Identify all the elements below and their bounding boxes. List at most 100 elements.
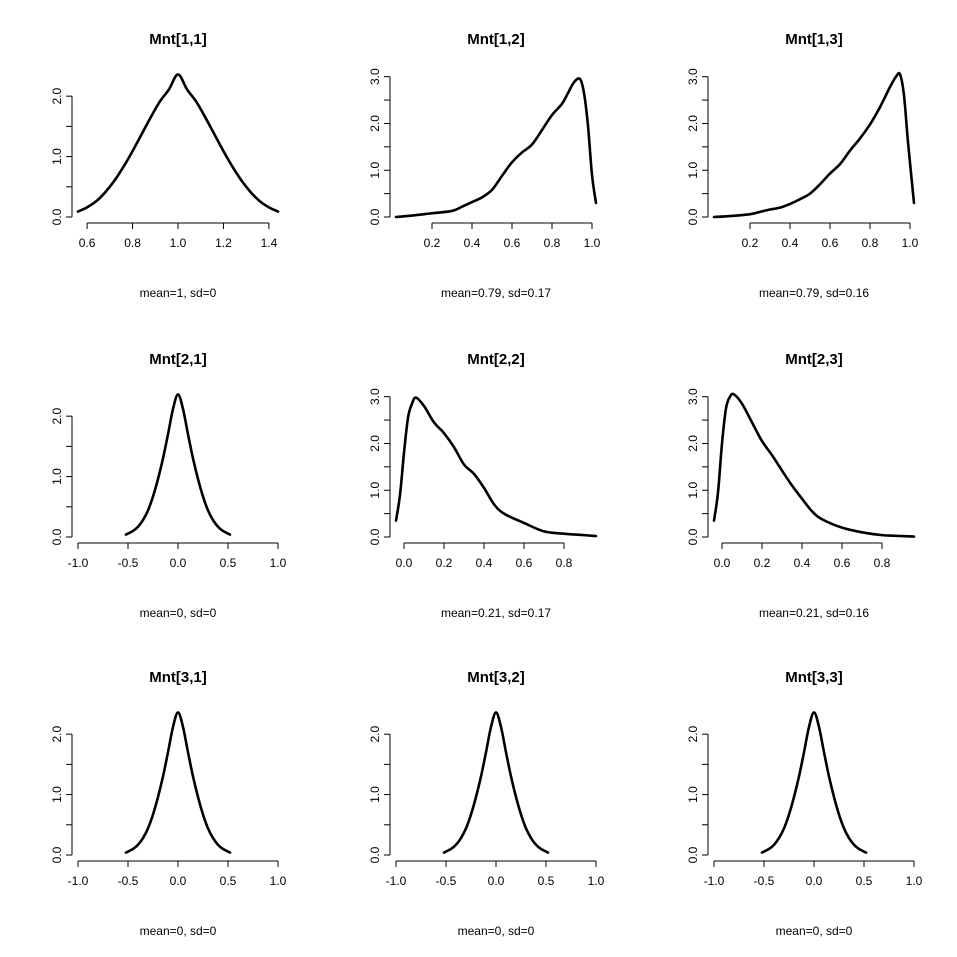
y-tick-label: 1.0 [686,482,700,499]
density-curve [76,73,280,213]
panel-title: Mnt[1,1] [149,31,207,48]
panel: Mnt[1,3] 0.0 1.0 2.0 3.0 0.2 0.4 0.6 0.8 1.0 mean=… [686,31,919,300]
panel-title: Mnt[2,3] [785,351,843,368]
panel: Mnt[3,2] 0.0 1.0 2.0 -1.0 -0.5 0.0 0.5 1.0 mean=0… [368,669,605,938]
y-tick-label: 0.0 [368,846,382,863]
panel-subtitle: mean=0, sd=0 [140,924,217,938]
panel: Mnt[2,2] 0.0 1.0 2.0 3.0 0.0 0.2 0.4 0.6 0.8 mean=… [368,351,598,620]
x-tick-label: 0.2 [742,236,759,250]
x-tick-label: 0.4 [464,236,481,250]
panel-subtitle: mean=1, sd=0 [140,286,217,300]
x-tick-label: 1.0 [902,236,919,250]
density-curve [442,711,550,854]
y-tick-label: 2.0 [368,726,382,743]
panel: Mnt[1,2] 0.0 1.0 2.0 3.0 0.2 0.4 0.6 0.8 1.0 mean=… [368,31,601,300]
x-tick-label: 0.0 [170,556,187,570]
x-tick-label: -0.5 [118,556,139,570]
x-tick-label: -1.0 [704,874,725,888]
x-tick-label: 0.8 [544,236,561,250]
x-tick-label: 0.6 [822,236,839,250]
x-tick-label: -0.5 [118,874,139,888]
x-tick-label: -0.5 [436,874,457,888]
y-tick-label: 2.0 [368,115,382,132]
panel: Mnt[1,1] 0.0 1.0 2.0 0.6 0.8 1.0 1.2 1.4 mean=1, … [50,31,280,300]
x-tick-label: 0.5 [538,874,555,888]
panel-title: Mnt[2,2] [467,351,525,368]
y-tick-label: 3.0 [368,388,382,405]
panel-subtitle: mean=0, sd=0 [140,606,217,620]
panel: Mnt[3,3] 0.0 1.0 2.0 -1.0 -0.5 0.0 0.5 1.0 mean=0… [686,669,923,938]
x-tick-label: 0.4 [794,556,811,570]
x-tick-label: 0.8 [556,556,573,570]
panel-title: Mnt[3,2] [467,669,525,686]
y-tick-label: 0.0 [50,528,64,545]
panel-title: Mnt[1,3] [785,31,843,48]
y-tick-label: 3.0 [686,388,700,405]
x-tick-label: 1.0 [270,556,287,570]
panel: Mnt[2,3] 0.0 1.0 2.0 3.0 0.0 0.2 0.4 0.6 0.8 mean=… [686,351,916,620]
panel: Mnt[3,1] 0.0 1.0 2.0 -1.0 -0.5 0.0 0.5 1.0 mean=0… [50,669,287,938]
y-tick-label: 1.0 [368,786,382,803]
y-tick-label: 0.0 [50,208,64,225]
x-tick-label: 0.8 [862,236,879,250]
x-tick-label: 1.0 [588,874,605,888]
y-tick-label: 1.0 [368,482,382,499]
y-tick-label: 2.0 [50,726,64,743]
y-tick-label: 3.0 [686,68,700,85]
x-tick-label: 0.2 [436,556,453,570]
x-tick-label: 0.0 [170,874,187,888]
y-tick-label: 0.0 [686,846,700,863]
y-tick-label: 2.0 [686,726,700,743]
x-tick-label: 1.0 [270,874,287,888]
y-tick-label: 0.0 [686,208,700,225]
x-tick-label: 0.2 [754,556,771,570]
x-tick-label: 1.0 [170,236,187,250]
x-tick-label: 0.5 [856,874,873,888]
x-tick-label: 0.8 [124,236,141,250]
density-curve [760,711,868,854]
x-tick-label: 1.4 [261,236,278,250]
x-tick-label: 0.0 [488,874,505,888]
y-tick-label: 2.0 [50,408,64,425]
panel-title: Mnt[2,1] [149,351,207,368]
panel-subtitle: mean=0, sd=0 [776,924,853,938]
panel-subtitle: mean=0.79, sd=0.17 [441,286,551,300]
y-tick-label: 1.0 [368,162,382,179]
x-tick-label: 1.0 [906,874,923,888]
panel-subtitle: mean=0.21, sd=0.16 [759,606,869,620]
x-tick-label: 0.8 [874,556,891,570]
x-tick-label: 0.5 [220,874,237,888]
y-tick-label: 2.0 [686,115,700,132]
y-tick-label: 2.0 [368,435,382,452]
x-tick-label: 0.5 [220,556,237,570]
y-tick-label: 1.0 [50,468,64,485]
panel: Mnt[2,1] 0.0 1.0 2.0 -1.0 -0.5 0.0 0.5 1.0 mean=0… [50,351,287,620]
y-tick-label: 0.0 [686,528,700,545]
y-tick-label: 2.0 [686,435,700,452]
y-tick-label: 0.0 [368,208,382,225]
x-tick-label: 0.0 [806,874,823,888]
x-tick-label: 0.6 [79,236,96,250]
y-tick-label: 1.0 [50,148,64,165]
x-tick-label: 0.2 [424,236,441,250]
density-curve [712,71,916,219]
panel-subtitle: mean=0, sd=0 [458,924,535,938]
density-curve [394,77,598,219]
density-curve [124,711,232,854]
y-tick-label: 3.0 [368,68,382,85]
x-tick-label: 0.6 [834,556,851,570]
panel-title: Mnt[3,3] [785,669,843,686]
x-tick-label: 0.4 [782,236,799,250]
x-tick-label: -1.0 [68,556,89,570]
x-tick-label: 1.2 [215,236,232,250]
x-tick-label: -1.0 [68,874,89,888]
y-tick-label: 0.0 [368,528,382,545]
x-tick-label: -1.0 [386,874,407,888]
density-curve [712,392,916,538]
y-tick-label: 1.0 [50,786,64,803]
density-curve [394,396,598,538]
panel-subtitle: mean=0.79, sd=0.16 [759,286,869,300]
x-tick-label: 0.6 [504,236,521,250]
density-curve [124,393,232,536]
